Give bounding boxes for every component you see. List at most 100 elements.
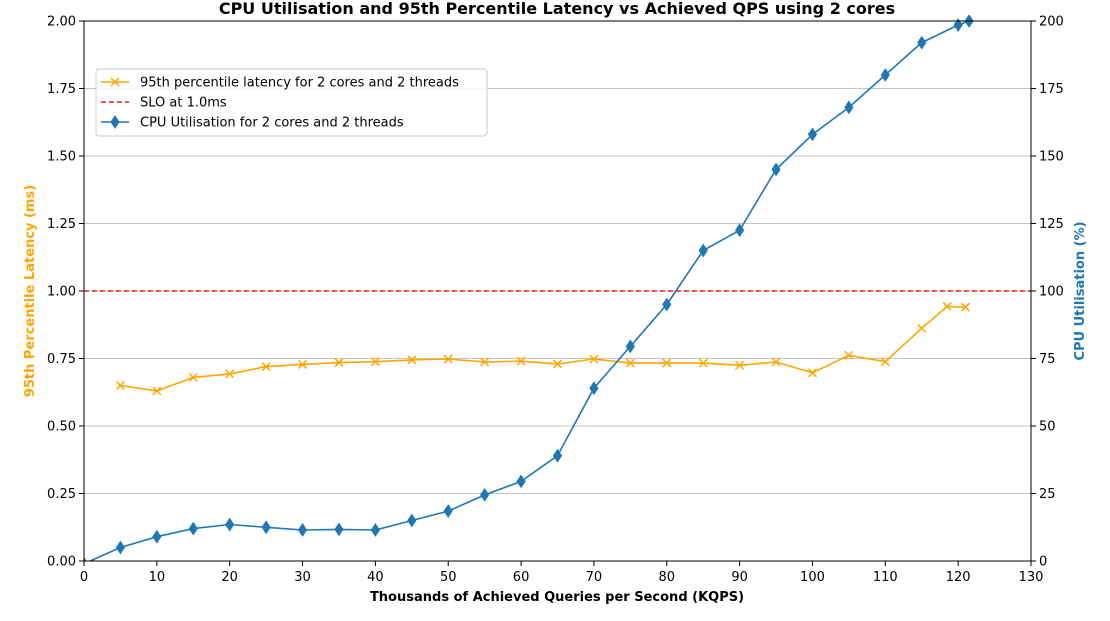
- x-tick-label: 50: [440, 570, 457, 585]
- legend: 95th percentile latency for 2 cores and …: [95, 68, 488, 137]
- y-right-tick-label: 75: [1039, 352, 1056, 367]
- latency-point: [152, 386, 162, 396]
- latency-point: [662, 358, 672, 368]
- y-axis-right: 0 25 50 75 100 125 150 175 200: [1031, 15, 1064, 570]
- cpu-point: [917, 35, 927, 50]
- latency-point: [225, 369, 235, 379]
- latency-point: [110, 77, 120, 87]
- x-axis-label: Thousands of Achieved Queries per Second…: [370, 590, 744, 605]
- x-tick-label: 40: [367, 570, 384, 585]
- cpu-point: [953, 18, 963, 32]
- legend-box: [95, 68, 488, 137]
- cpu-point: [516, 474, 526, 489]
- cpu-point: [261, 520, 271, 535]
- x-tick-label: 0: [80, 570, 88, 585]
- cpu-point: [225, 517, 235, 532]
- latency-point: [261, 362, 271, 372]
- y-axis-left-label: 95th Percentile Latency (ms): [23, 185, 38, 397]
- series-0: [115, 301, 970, 396]
- cpu-point: [443, 504, 453, 518]
- x-tick-label: 60: [513, 570, 530, 585]
- y-right-tick-label: 50: [1039, 420, 1056, 435]
- cpu-point: [407, 513, 417, 528]
- cpu-point: [807, 127, 818, 142]
- latency-point: [844, 350, 854, 360]
- cpu-line: [88, 20, 970, 561]
- y-right-tick-label: 125: [1039, 217, 1064, 232]
- x-tick-label: 120: [946, 570, 971, 585]
- y-axis-left: 0.00 0.25 0.50 0.75 1.00 1.25 1.50 1.75 2.00: [47, 15, 84, 570]
- legend-entry: CPU Utilisation for 2 cores and 2 thread…: [101, 115, 404, 131]
- y-left-tick-label: 1.00: [47, 285, 76, 300]
- latency-point: [917, 323, 927, 333]
- latency-point: [115, 380, 125, 391]
- latency-point: [407, 355, 417, 365]
- cpu-point: [735, 223, 745, 238]
- cpu-point: [115, 540, 126, 555]
- y-right-tick-label: 200: [1039, 15, 1064, 30]
- y-left-tick-label: 1.25: [47, 217, 76, 232]
- x-tick-label: 130: [1019, 570, 1044, 585]
- legend-entry: 95th percentile latency for 2 cores and …: [101, 76, 459, 91]
- cpu-point: [698, 243, 708, 258]
- latency-line: [120, 305, 966, 392]
- series-2: [84, 15, 974, 561]
- latency-point: [589, 354, 599, 364]
- y-right-tick-label: 25: [1039, 487, 1056, 502]
- latency-point: [334, 358, 344, 368]
- cpu-point: [552, 448, 563, 463]
- y-left-tick-label: 0.00: [47, 555, 76, 570]
- latency-point: [880, 357, 890, 367]
- y-right-tick-label: 150: [1039, 150, 1064, 165]
- latency-point: [625, 358, 635, 368]
- cpu-point: [480, 487, 490, 502]
- x-tick-label: 110: [873, 570, 898, 585]
- y-left-tick-label: 0.25: [47, 487, 76, 502]
- y-right-tick-label: 0: [1039, 555, 1047, 570]
- y-left-tick-label: 0.50: [47, 420, 76, 435]
- y-axis-right-label: CPU Utilisation (%): [1073, 221, 1088, 360]
- x-tick-label: 20: [221, 570, 238, 585]
- series-layer: [84, 15, 1031, 561]
- cpu-point: [589, 381, 599, 396]
- legend-label: SLO at 1.0ms: [140, 96, 227, 111]
- latency-point: [370, 357, 380, 367]
- x-tick-label: 70: [586, 570, 603, 585]
- latency-point: [443, 354, 453, 364]
- latency-point: [960, 302, 970, 312]
- latency-point: [942, 301, 952, 311]
- latency-point: [480, 357, 490, 367]
- legend-label: 95th percentile latency for 2 cores and …: [140, 76, 459, 91]
- x-tick-label: 30: [294, 570, 311, 585]
- x-tick-label: 80: [658, 570, 675, 585]
- cpu-point: [370, 523, 380, 537]
- cpu-point: [880, 68, 890, 82]
- y-left-tick-label: 0.75: [47, 352, 76, 367]
- x-tick-label: 90: [731, 570, 748, 585]
- x-tick-label: 10: [149, 570, 166, 585]
- cpu-point: [334, 522, 344, 537]
- latency-point: [771, 357, 781, 367]
- latency-point: [735, 360, 745, 370]
- cpu-point: [152, 529, 162, 544]
- latency-point: [698, 358, 708, 368]
- y-right-tick-label: 175: [1039, 82, 1064, 97]
- cpu-point: [771, 162, 781, 177]
- y-left-tick-label: 1.75: [47, 82, 76, 97]
- x-tick-label: 100: [800, 570, 825, 585]
- cpu-point: [844, 100, 854, 115]
- latency-point: [298, 359, 308, 369]
- cpu-point: [110, 115, 120, 129]
- cpu-point: [297, 523, 308, 537]
- latency-point: [807, 368, 817, 378]
- cpu-point: [188, 521, 198, 536]
- x-axis: 0 10 20 30 40 50 60 70 80 90 100 110 120 130: [80, 561, 1044, 585]
- latency-point: [188, 372, 198, 382]
- y-left-tick-label: 1.50: [47, 150, 76, 165]
- chart-title: CPU Utilisation and 95th Percentile Late…: [219, 0, 895, 18]
- y-left-tick-label: 2.00: [47, 15, 76, 30]
- cpu-point: [84, 556, 87, 561]
- latency-point: [516, 356, 526, 366]
- cpu-point: [625, 339, 635, 354]
